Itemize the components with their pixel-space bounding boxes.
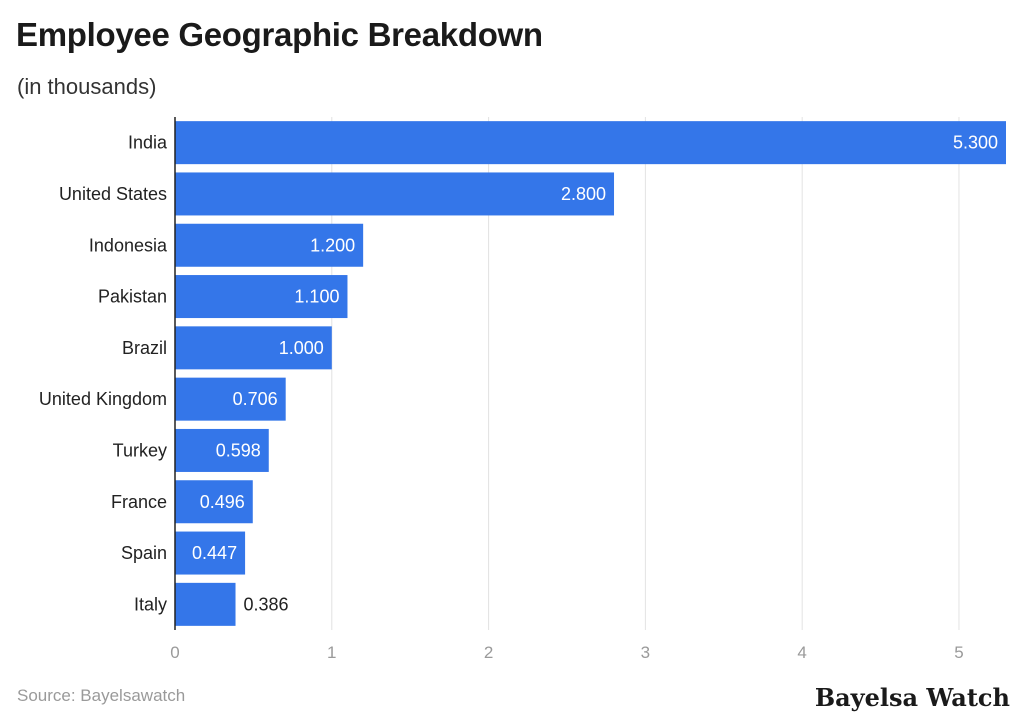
bar	[175, 172, 615, 216]
bar	[175, 223, 364, 267]
value-label: 0.496	[200, 492, 245, 512]
bar	[175, 480, 253, 524]
x-tick-label: 4	[797, 643, 806, 662]
bar	[175, 121, 1006, 165]
bar	[175, 582, 236, 626]
value-label: 2.800	[561, 184, 606, 204]
category-label: Brazil	[122, 338, 167, 358]
value-label: 1.200	[310, 235, 355, 255]
x-tick-label: 5	[954, 643, 963, 662]
category-label: United States	[59, 184, 167, 204]
category-label: Pakistan	[98, 287, 167, 307]
category-label: Spain	[121, 543, 167, 563]
category-label: Turkey	[113, 440, 167, 460]
value-label: 0.598	[216, 440, 261, 460]
x-tick-label: 2	[484, 643, 493, 662]
x-tick-label: 3	[641, 643, 650, 662]
bar	[175, 377, 286, 421]
chart-title: Employee Geographic Breakdown	[16, 16, 543, 53]
category-label: Italy	[134, 594, 167, 614]
category-label: India	[128, 133, 168, 153]
brand-logo: Bayelsa Watch	[814, 683, 1010, 712]
bar	[175, 326, 332, 370]
value-label: 0.706	[233, 389, 278, 409]
value-label: 1.000	[279, 338, 324, 358]
x-tick-label: 0	[170, 643, 179, 662]
bar	[175, 275, 348, 319]
value-label: 0.447	[192, 543, 237, 563]
value-label: 5.300	[953, 133, 998, 153]
category-label: United Kingdom	[39, 389, 167, 409]
x-tick-label: 1	[327, 643, 336, 662]
category-label: Indonesia	[89, 235, 168, 255]
chart-subtitle: (in thousands)	[17, 74, 157, 99]
bar	[175, 428, 269, 472]
source-note: Source: Bayelsawatch	[17, 686, 186, 705]
category-label: France	[111, 492, 167, 512]
bar	[175, 531, 246, 575]
value-label: 1.100	[294, 287, 339, 307]
value-label: 0.386	[244, 594, 289, 614]
